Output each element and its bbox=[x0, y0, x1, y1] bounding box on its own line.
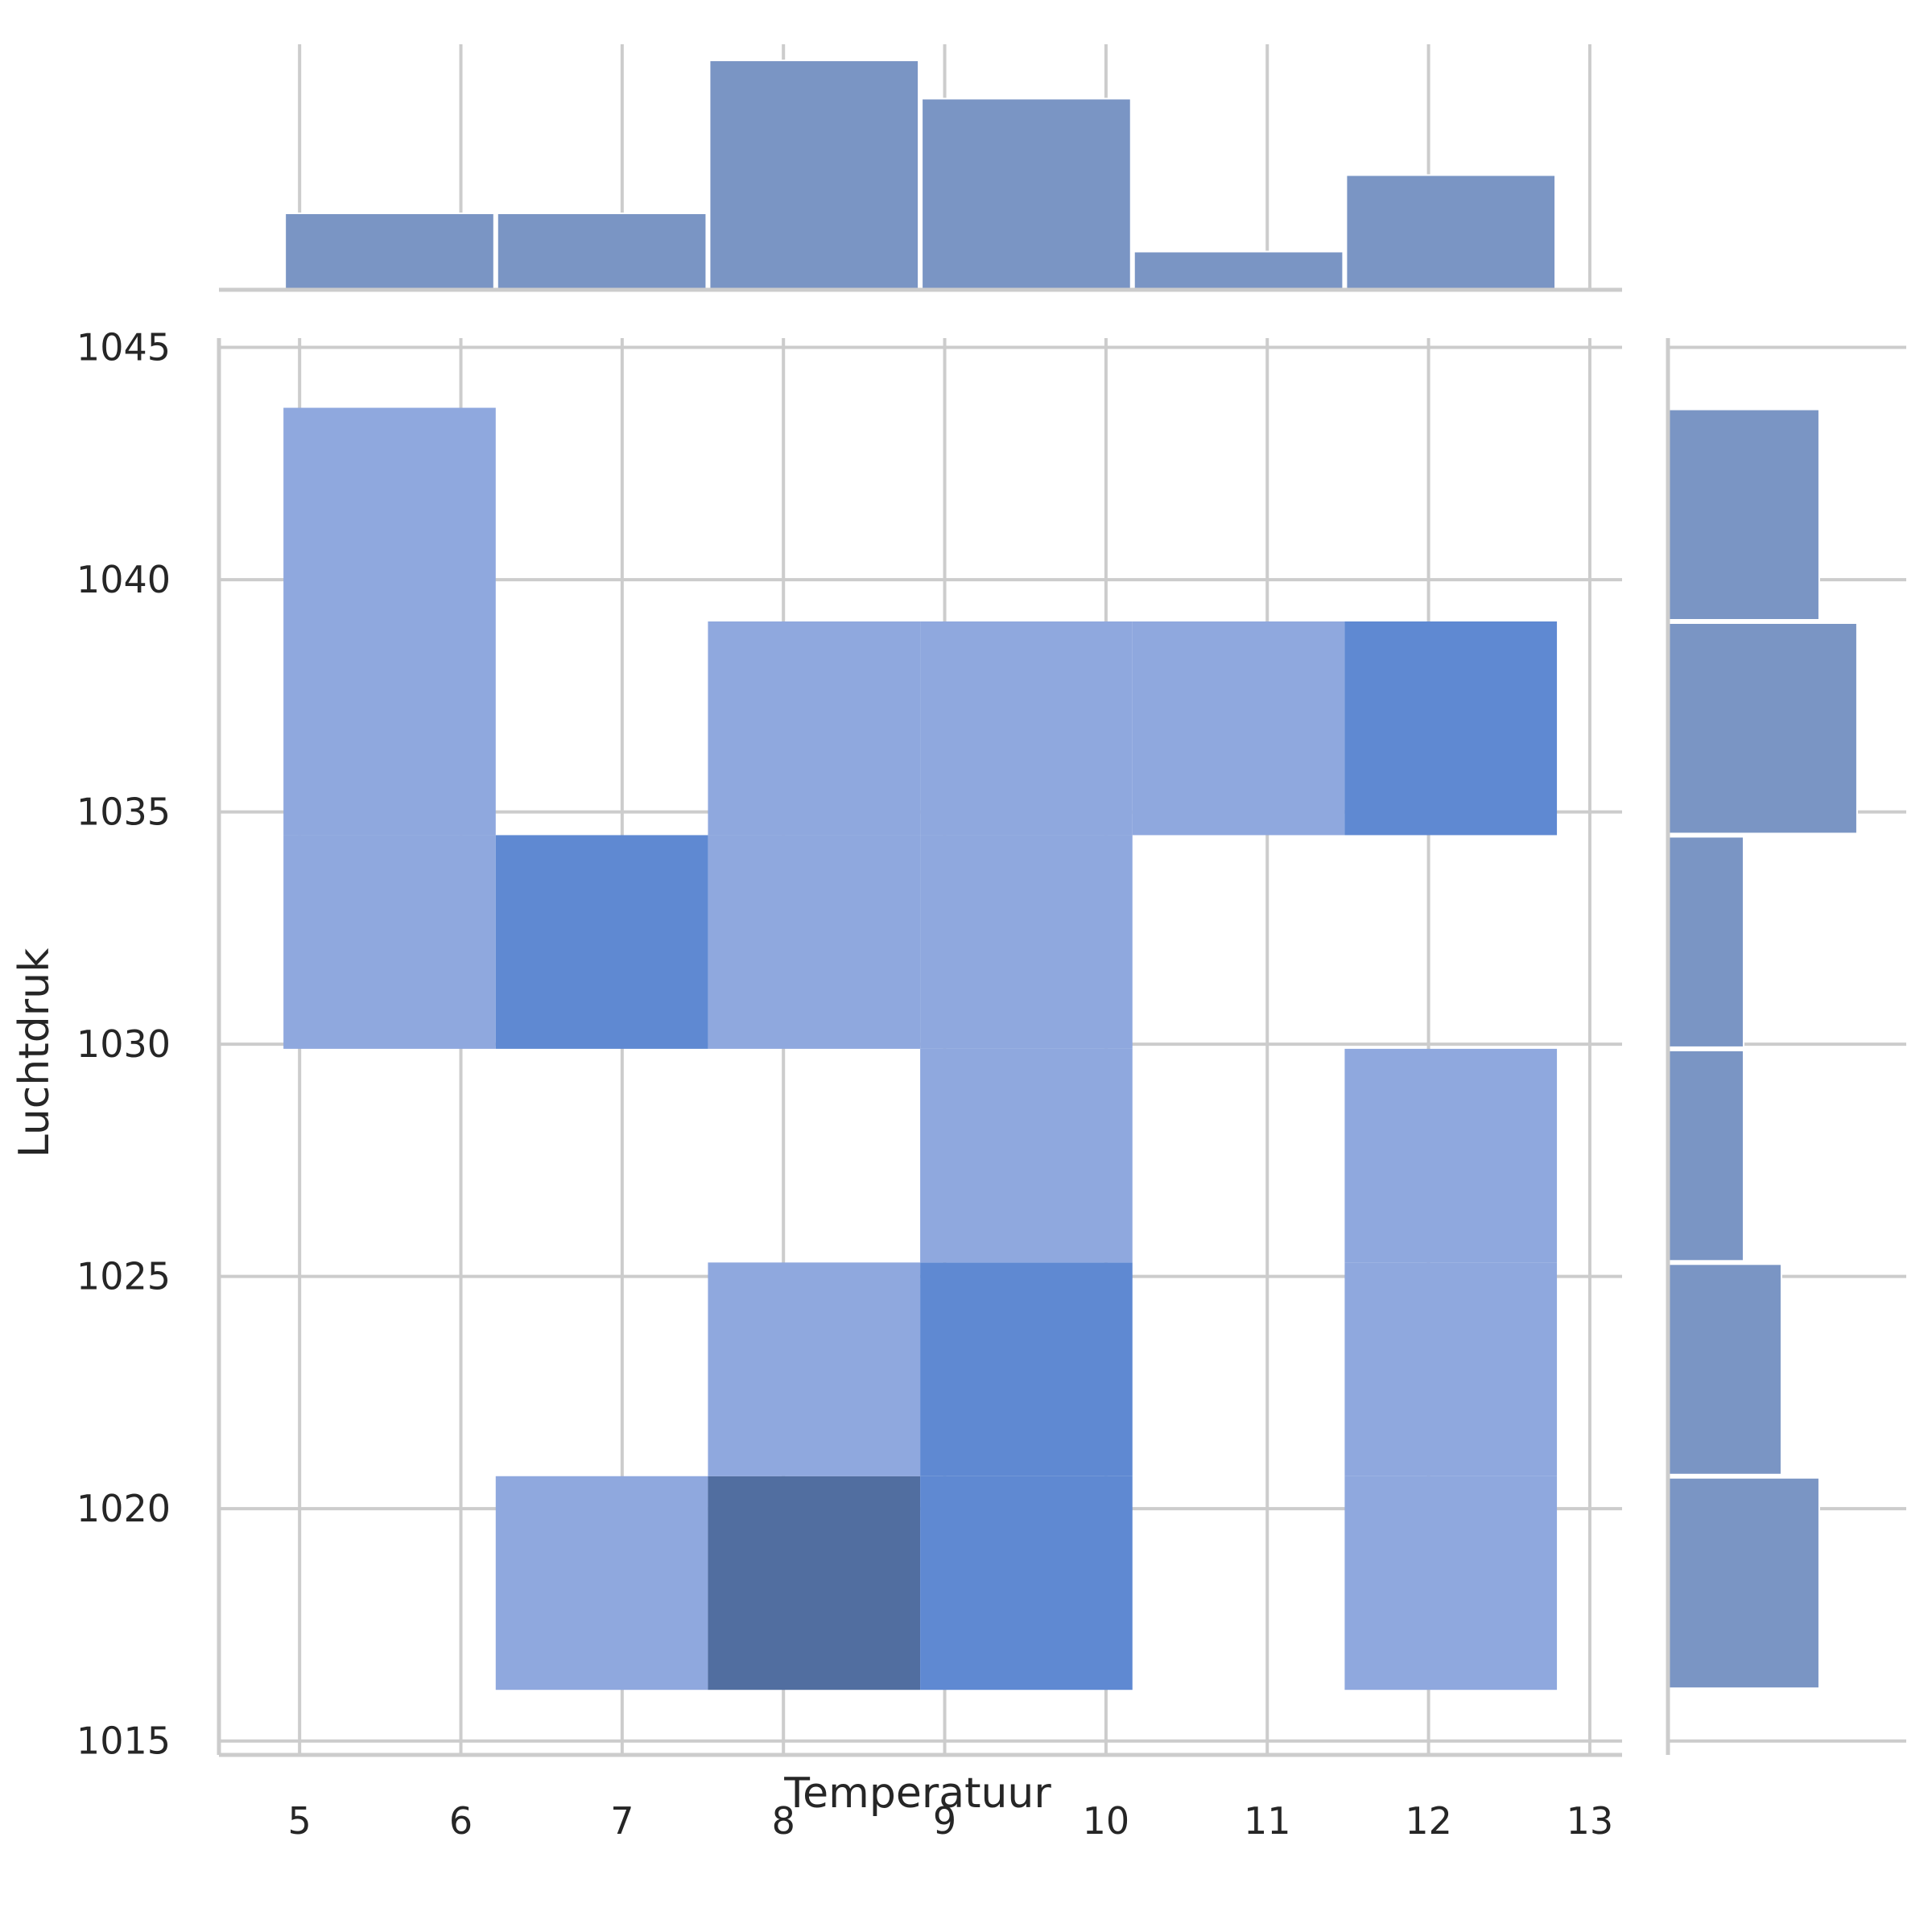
marginal-y-bar bbox=[1667, 622, 1858, 835]
y-tick-label: 1030 bbox=[76, 1022, 171, 1066]
heatmap-cell bbox=[283, 621, 496, 836]
marginal-x-bar bbox=[1133, 250, 1344, 291]
x-tick-label: 9 bbox=[933, 1799, 956, 1843]
marginal-x-bar bbox=[284, 213, 495, 291]
heatmap-cell bbox=[708, 1476, 921, 1690]
y-tick-label: 1040 bbox=[76, 558, 171, 601]
marginal-y-bar bbox=[1667, 836, 1744, 1048]
joint-histogram-bins bbox=[283, 407, 1558, 1690]
heatmap-cell bbox=[708, 1262, 921, 1476]
y-tick-label: 1025 bbox=[76, 1255, 171, 1298]
marginal-x-bar bbox=[708, 60, 920, 291]
x-tick-label: 7 bbox=[610, 1799, 634, 1843]
heatmap-cell bbox=[1344, 1048, 1558, 1263]
heatmap-cell bbox=[495, 1476, 708, 1690]
heatmap-cell bbox=[283, 835, 496, 1049]
y-axis-title: Luchtdruk bbox=[10, 948, 59, 1158]
y-tick-label: 1020 bbox=[76, 1487, 171, 1530]
heatmap-cell bbox=[708, 835, 921, 1049]
x-tick-label: 10 bbox=[1083, 1799, 1130, 1843]
heatmap-cell bbox=[920, 835, 1133, 1049]
marginal-y-histogram bbox=[1667, 408, 1858, 1690]
heatmap-cell bbox=[495, 835, 708, 1049]
heatmap-cell bbox=[920, 1048, 1133, 1263]
heatmap-cell bbox=[920, 1476, 1133, 1690]
x-tick-label: 11 bbox=[1244, 1799, 1291, 1843]
heatmap-cell bbox=[1344, 1476, 1558, 1690]
marginal-y-bar bbox=[1667, 408, 1820, 621]
x-tick-label: 5 bbox=[288, 1799, 312, 1843]
x-tick-label: 8 bbox=[772, 1799, 795, 1843]
x-tick-label: 6 bbox=[449, 1799, 473, 1843]
tick-labels: 5 6 7 8 9 10 11 12 13 1015 1020 1025 1030 1035 1040 104… bbox=[76, 326, 1613, 1843]
heatmap-cell bbox=[1344, 621, 1558, 836]
marginal-x-bar bbox=[496, 213, 708, 291]
marginal-y-bar bbox=[1667, 1263, 1782, 1476]
heatmap-cell bbox=[1344, 1262, 1558, 1476]
y-tick-label: 1045 bbox=[76, 326, 171, 369]
x-axis-title: Temperatuur bbox=[783, 1769, 1051, 1818]
marginal-x-bar bbox=[921, 97, 1132, 291]
axes-frame bbox=[217, 287, 1670, 1757]
heatmap-cell bbox=[283, 407, 496, 621]
marginal-y-bar bbox=[1667, 1049, 1744, 1262]
marginal-x-bar bbox=[1345, 174, 1557, 291]
marginal-x-histogram bbox=[284, 60, 1557, 291]
x-tick-label: 13 bbox=[1567, 1799, 1614, 1843]
y-tick-label: 1015 bbox=[76, 1719, 171, 1763]
heatmap-cell bbox=[920, 621, 1133, 836]
y-tick-label: 1035 bbox=[76, 791, 171, 834]
heatmap-cell bbox=[708, 621, 921, 836]
marginal-y-bar bbox=[1667, 1476, 1820, 1690]
heatmap-cell bbox=[1132, 621, 1345, 836]
heatmap-cell bbox=[920, 1262, 1133, 1476]
x-tick-label: 12 bbox=[1405, 1799, 1452, 1843]
